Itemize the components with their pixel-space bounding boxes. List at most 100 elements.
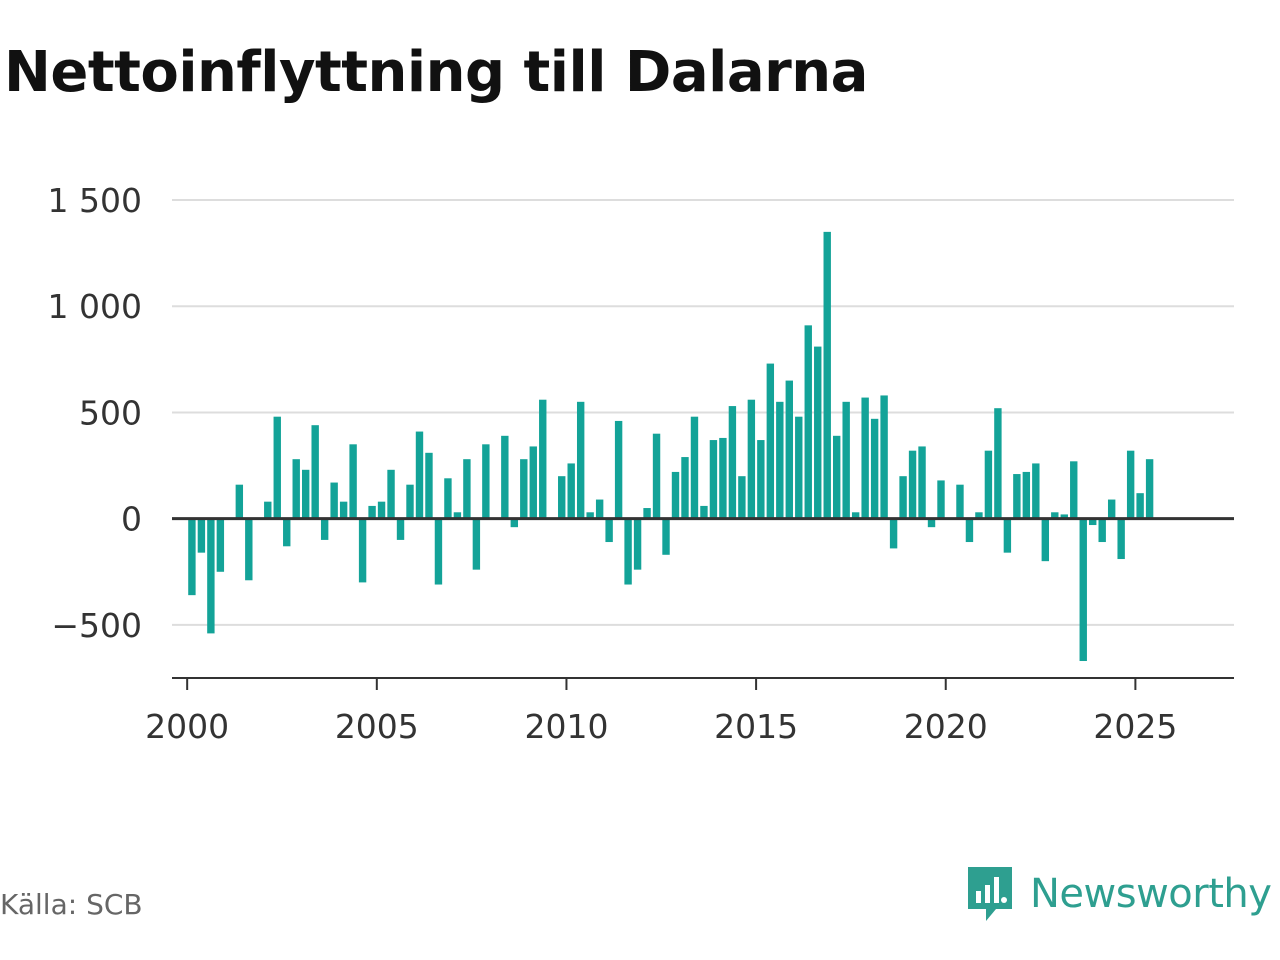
bar [207,518,215,634]
bar [918,446,926,519]
bar [320,518,329,540]
bar [728,406,737,519]
bar [1117,518,1125,560]
bar [842,401,850,519]
bar [1145,459,1154,519]
y-tick-label: −500 [51,606,142,645]
bar [633,518,642,570]
bar [956,484,964,519]
bar [339,501,348,519]
bar [747,399,756,519]
bar [785,380,793,519]
x-tick-label: 2025 [1093,707,1177,746]
bar [671,471,680,519]
bar [245,518,253,581]
y-tick-label: 500 [79,393,142,432]
brand-logo[interactable]: Newsworthy [964,862,1272,926]
bar [1013,474,1021,519]
bar [302,469,310,519]
bar [188,518,196,596]
bar [273,416,281,519]
bar [880,395,888,519]
x-tick-label: 2020 [904,707,988,746]
y-tick-label: 1 000 [48,287,142,326]
bar [690,416,699,519]
x-tick-label: 2000 [145,707,229,746]
bar [501,435,509,519]
bar [823,231,831,519]
y-tick-label: 1 500 [48,181,142,220]
x-tick-label: 2010 [524,707,608,746]
bar [349,444,357,519]
bar [700,505,708,519]
bar [358,518,367,583]
source-note: Källa: SCB [0,888,143,921]
bar [216,518,225,572]
bar [757,440,765,519]
bar [1003,518,1012,553]
bar [795,416,803,519]
bar [1060,514,1068,519]
x-tick-labels: 2000 2005 2010 2015 2020 2025 [145,707,1177,746]
bar [870,418,879,519]
bar [1070,461,1078,519]
bar [1098,518,1106,543]
bar [624,518,632,585]
bar [889,518,898,549]
axes [172,517,1234,690]
bar [539,399,547,519]
bar [235,484,244,519]
bar [472,518,481,570]
bar [833,435,841,519]
bar [776,401,784,519]
bar [558,476,566,519]
bar [643,508,651,519]
bar [1107,499,1116,519]
bar [510,518,519,528]
bar [614,420,623,519]
bar [814,346,822,519]
bar [595,499,604,519]
bar [1051,512,1059,519]
bar [984,450,993,519]
bar [482,444,490,519]
bar [453,512,462,519]
bar [1089,518,1097,526]
bar [292,459,300,519]
bar [975,512,983,519]
bar [1136,493,1144,519]
y-tick-label: 0 [121,500,142,539]
bar [406,484,414,519]
bar [861,397,869,519]
bar [927,518,936,528]
bar [415,431,424,519]
bar [264,501,272,519]
newsworthy-logo-icon [968,867,1012,921]
bar [738,476,746,519]
bar [804,325,812,519]
bar [899,476,907,519]
bar [908,450,917,519]
bar [851,512,860,519]
bar [994,408,1002,519]
y-tick-labels: 1 500 1 000 500 0 −500 [48,181,142,645]
bar [520,459,528,519]
chart-title: Nettoinflyttning till Dalarna [4,40,868,105]
bars [188,231,1154,662]
bar [396,518,405,540]
bar [567,463,575,519]
bar [766,363,775,519]
x-tick-label: 2015 [714,707,798,746]
bar [425,452,433,519]
bar [197,518,206,553]
brand-name: Newsworthy [1030,871,1272,917]
bar [529,446,537,519]
bar [1126,450,1135,519]
bar [463,459,471,519]
bar [937,480,945,519]
bar [605,518,613,543]
bar [1079,518,1087,662]
bar [444,478,452,519]
bar [311,425,319,519]
